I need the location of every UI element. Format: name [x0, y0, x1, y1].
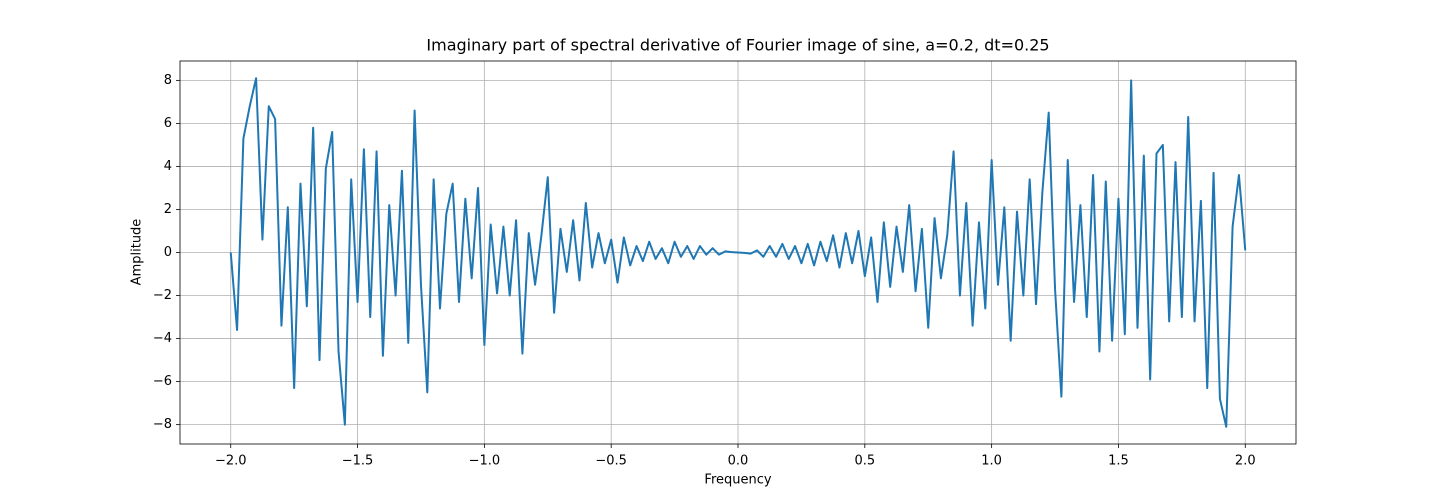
- x-tick-label: 0.5: [854, 454, 875, 469]
- x-tick-label: 0.0: [728, 454, 749, 469]
- y-tick-label: −4: [153, 331, 172, 346]
- data-line: [229, 77, 1247, 428]
- axes-frame: [179, 60, 1297, 445]
- y-axis-label: Amplitude: [130, 219, 145, 286]
- x-tick-label: −2.0: [215, 454, 247, 469]
- x-tick-label: −0.5: [595, 454, 627, 469]
- x-tick-label: −1.5: [342, 454, 374, 469]
- y-tick-label: 8: [164, 73, 172, 88]
- x-tick-label: 1.0: [981, 454, 1002, 469]
- x-tick-label: 2.0: [1235, 454, 1256, 469]
- y-tick-label: −6: [153, 374, 172, 389]
- y-tick-label: 4: [164, 159, 172, 174]
- y-tick-label: 6: [164, 116, 172, 131]
- x-axis-label: Frequency: [704, 473, 771, 488]
- x-tick-label: 1.5: [1108, 454, 1129, 469]
- y-tick-label: 0: [164, 245, 172, 260]
- x-tick-label: −1.0: [469, 454, 501, 469]
- y-tick-label: −2: [153, 288, 172, 303]
- y-tick-label: −8: [153, 417, 172, 432]
- y-tick-label: 2: [164, 202, 172, 217]
- chart-title: Imaginary part of spectral derivative of…: [426, 36, 1049, 55]
